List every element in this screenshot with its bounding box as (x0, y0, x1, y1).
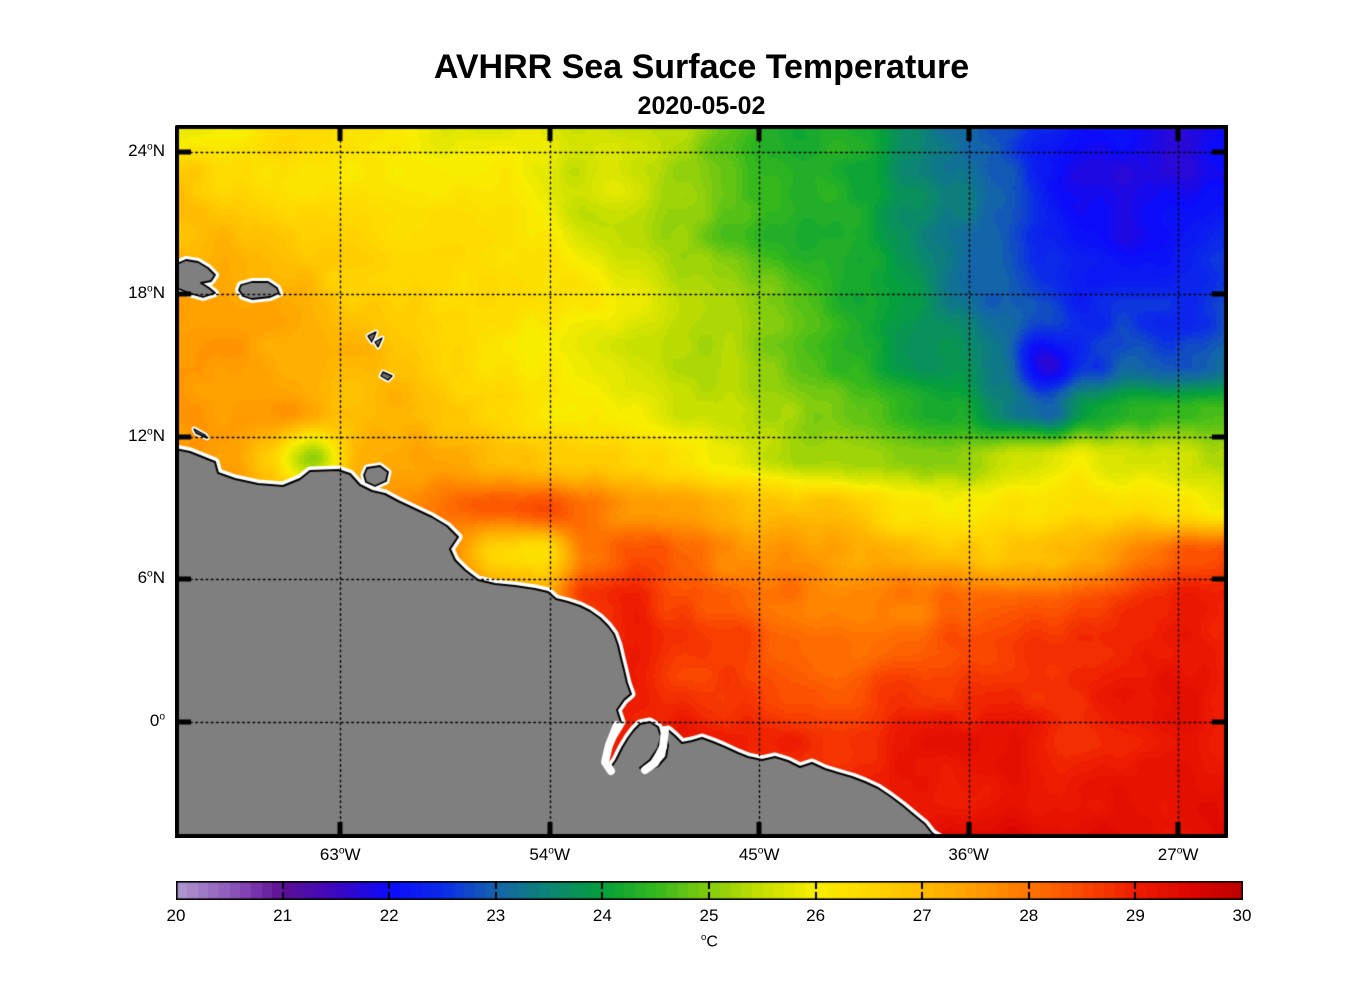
colorbar-unit-label: oC (701, 932, 718, 951)
y-tick-label: 12oN (128, 425, 165, 445)
colorbar-tick-label: 23 (486, 906, 506, 925)
colorbar-tick-label: 24 (592, 906, 612, 925)
y-tick-label: 6oN (137, 568, 165, 588)
chart-title: AVHRR Sea Surface Temperature (433, 48, 970, 86)
y-tick-label: 24oN (128, 140, 165, 160)
colorbar-tick-label: 20 (166, 906, 186, 925)
y-tick-label: 0o (149, 710, 165, 730)
colorbar-tick-label: 27 (912, 906, 932, 925)
colorbar-tick-label: 26 (806, 906, 826, 925)
x-tick-label: 27oW (1157, 845, 1199, 864)
colorbar-tick-label: 30 (1232, 906, 1252, 925)
colorbar-gradient-canvas (176, 881, 1243, 900)
sst-map-canvas (175, 125, 1228, 838)
colorbar-tick-label: 29 (1125, 906, 1145, 925)
colorbar-tick-label: 25 (699, 906, 719, 925)
x-tick-label: 54oW (529, 845, 571, 864)
x-tick-label: 63oW (319, 845, 361, 864)
x-tick-label: 45oW (738, 845, 780, 864)
chart-subtitle: 2020-05-02 (637, 92, 766, 120)
colorbar-tick-label: 21 (273, 906, 293, 925)
x-tick-label: 36oW (948, 845, 989, 864)
colorbar-tick-label: 22 (379, 906, 399, 925)
colorbar-tick-label: 28 (1019, 906, 1039, 925)
y-tick-label: 18oN (128, 283, 165, 303)
